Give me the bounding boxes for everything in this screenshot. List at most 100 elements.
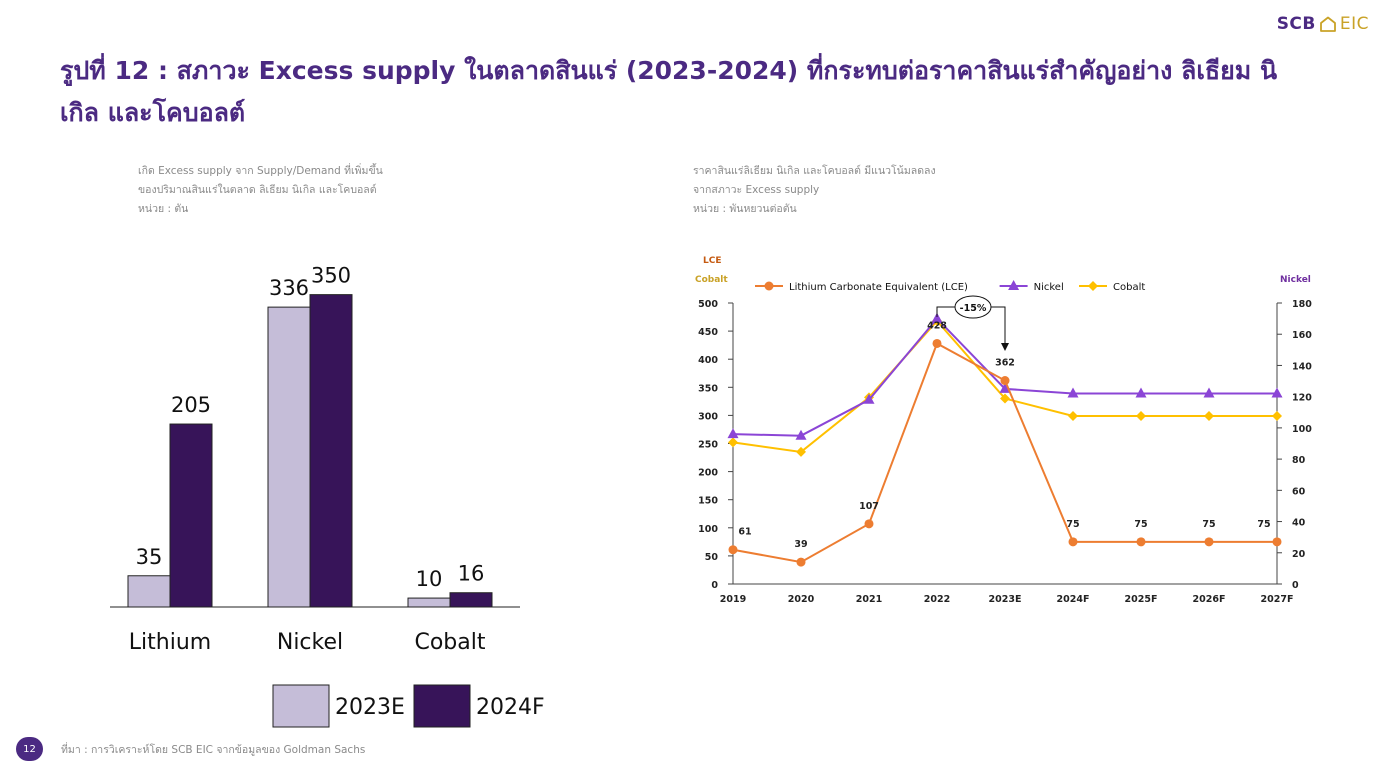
right-tick-label: 40 (1292, 518, 1306, 529)
data-label: 61 (738, 527, 751, 538)
x-tick-label: 2026F (1193, 594, 1226, 605)
data-label: 75 (1134, 519, 1147, 530)
page-title: รูปที่ 12 : สภาวะ Excess supply ในตลาดสิ… (60, 56, 1278, 127)
data-point (1204, 410, 1214, 421)
left-tick-label: 100 (698, 524, 718, 535)
data-point (727, 428, 739, 439)
x-tick-label: 2021 (856, 594, 882, 605)
legend-label: Cobalt (1113, 282, 1145, 293)
annotation-bubble (954, 295, 992, 319)
data-label: 39 (794, 539, 807, 550)
right-tick-label: 180 (1292, 299, 1312, 310)
left-tick-label: 0 (711, 580, 718, 591)
data-point (1000, 376, 1010, 386)
data-point (1008, 280, 1020, 290)
data-label: 75 (1066, 519, 1079, 530)
data-label: 75 (1202, 519, 1215, 530)
note-unit: หน่วย : ตัน (138, 203, 189, 215)
data-point (931, 312, 943, 323)
data-point (1135, 387, 1147, 398)
brand-logo: SCB EIC (1277, 14, 1369, 34)
left-tick-label: 500 (698, 299, 718, 310)
x-tick-label: 2025F (1125, 594, 1158, 605)
left-tick-label: 450 (698, 327, 718, 338)
bar (127, 575, 171, 608)
data-point (728, 545, 738, 555)
left-axis-title: LCE (703, 256, 722, 266)
left-tick-label: 50 (705, 552, 719, 563)
bar-value-label: 35 (136, 545, 163, 569)
x-tick-label: 2020 (788, 594, 815, 605)
annotation-text: -15% (960, 303, 987, 314)
data-point (795, 429, 807, 440)
left-tick-label: 400 (698, 355, 718, 366)
bar (169, 423, 213, 608)
data-point (796, 446, 806, 457)
line-chart-note: ราคาสินแร่ลิเธียม นิเกิล และโคบอลต์ มีแน… (693, 162, 936, 219)
x-tick-label: 2023E (989, 594, 1022, 605)
x-tick-label: 2019 (720, 594, 746, 605)
annotation-arrowhead (1001, 343, 1009, 351)
data-point (728, 437, 738, 448)
bar-value-label: 350 (311, 264, 351, 288)
left-tick-label: 200 (698, 468, 718, 479)
source-note: ที่มา : การวิเคราะห์โดย SCB EIC จากข้อมู… (61, 743, 366, 756)
bar-value-label: 10 (416, 567, 443, 591)
bar-value-label: 16 (458, 562, 485, 586)
legend-swatch (413, 684, 471, 728)
bar-value-label: 205 (171, 393, 211, 417)
note-line: เกิด Excess supply จาก Supply/Demand ที่… (138, 165, 383, 177)
brand-scb: SCB (1276, 14, 1316, 34)
left-axis-title: Cobalt (695, 275, 728, 285)
right-tick-label: 120 (1292, 393, 1312, 404)
legend-label: Nickel (1034, 282, 1064, 293)
data-label: 75 (1257, 519, 1270, 530)
brand-eic: EIC (1339, 14, 1369, 34)
legend-swatch (272, 684, 330, 728)
data-point (1068, 410, 1078, 421)
bar (267, 306, 311, 608)
bar-chart: 010020030040035205Lithium336350Nickel101… (110, 264, 545, 728)
x-tick-label: Lithium (129, 630, 211, 655)
data-point (1272, 537, 1282, 547)
data-point (1067, 387, 1079, 398)
data-point (1000, 393, 1010, 404)
right-tick-label: 60 (1292, 486, 1306, 497)
legend-label: Lithium Carbonate Equivalent (LCE) (789, 282, 968, 293)
bar (309, 294, 353, 608)
right-tick-label: 80 (1292, 455, 1306, 466)
note-line: จากสภาวะ Excess supply (693, 184, 820, 196)
right-tick-label: 160 (1292, 330, 1312, 341)
legend-label: 2024F (476, 695, 545, 720)
house-outline-icon (1319, 16, 1336, 32)
data-point (863, 393, 875, 404)
legend-label: 2023E (335, 695, 405, 720)
data-label: 107 (859, 501, 879, 512)
data-label: 428 (927, 320, 947, 331)
right-tick-label: 100 (1292, 424, 1312, 435)
left-tick-label: 250 (698, 440, 718, 451)
data-point (1203, 387, 1215, 398)
x-tick-label: 2022 (924, 594, 950, 605)
data-point (1136, 410, 1146, 421)
data-point (1088, 281, 1098, 291)
data-point (1068, 537, 1078, 547)
data-point (864, 519, 874, 529)
right-tick-label: 140 (1292, 361, 1312, 372)
left-tick-label: 150 (698, 496, 718, 507)
note-unit: หน่วย : พันหยวนต่อตัน (693, 203, 797, 215)
data-point (1271, 387, 1283, 398)
right-tick-label: 20 (1292, 549, 1306, 560)
data-point (999, 382, 1011, 393)
right-axis-title: Nickel (1280, 275, 1311, 285)
bar (407, 597, 451, 608)
note-line: ของปริมาณสินแร่ในตลาด ลิเธียม นิเกิล และ… (138, 184, 377, 196)
right-tick-label: 0 (1292, 580, 1299, 591)
data-point (932, 338, 942, 348)
x-tick-label: 2024F (1057, 594, 1090, 605)
page-number: 12 (16, 737, 43, 761)
line-chart: 0 50 100 150 200 250 300 350 400 450 500 0 20 40 60 80 1… (695, 256, 1312, 605)
bar (449, 592, 493, 608)
x-tick-label: Nickel (277, 630, 343, 655)
footer: 12 ที่มา : การวิเคราะห์โดย SCB EIC จากข้… (16, 737, 365, 761)
